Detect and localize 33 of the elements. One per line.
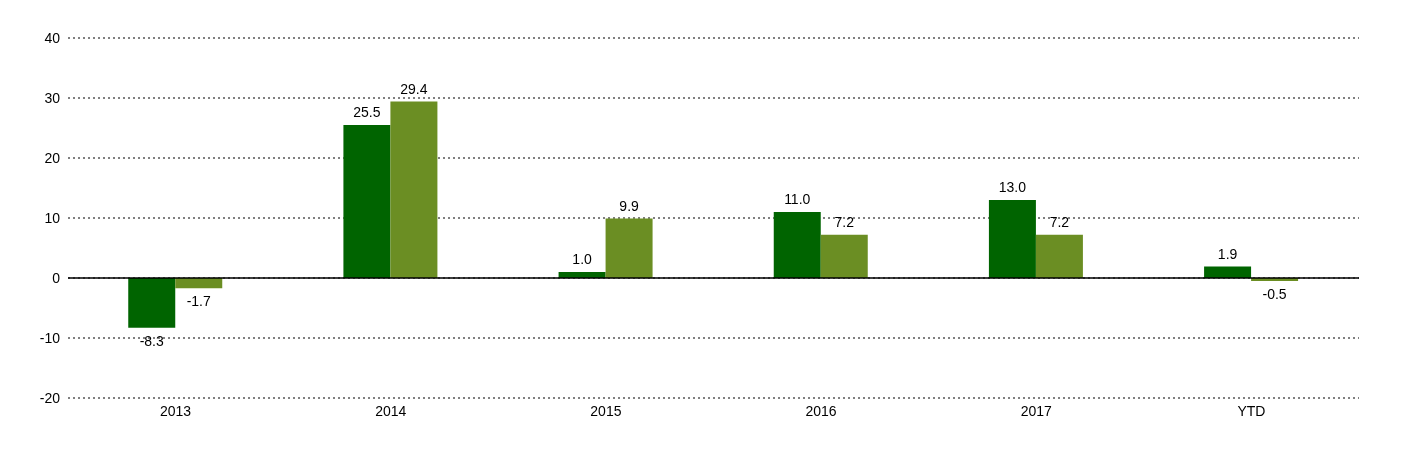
y-tick-label: 20 xyxy=(44,149,61,166)
x-tick-label: YTD xyxy=(1237,402,1266,419)
bar xyxy=(128,278,176,328)
data-label: 29.4 xyxy=(400,80,428,97)
data-label: 1.9 xyxy=(1217,245,1238,262)
y-tick-label: -10 xyxy=(39,329,61,346)
x-tick-label: 2013 xyxy=(160,402,192,419)
data-label: -0.5 xyxy=(1262,286,1287,302)
x-tick-label: 2017 xyxy=(1020,402,1053,419)
data-label: 11.0 xyxy=(784,191,811,207)
data-label: 25.5 xyxy=(353,104,381,120)
y-tick-label: 0 xyxy=(52,269,61,286)
data-label: 9.9 xyxy=(619,197,640,214)
x-tick-label: 2015 xyxy=(590,402,622,419)
x-tick-label: 2016 xyxy=(805,402,837,419)
y-tick-label: 30 xyxy=(44,89,61,106)
data-label: -8.3 xyxy=(139,332,165,349)
bar xyxy=(390,101,438,278)
bar xyxy=(343,125,391,278)
data-label: 13.0 xyxy=(998,179,1027,195)
bar xyxy=(773,212,821,278)
bar xyxy=(820,234,868,278)
data-label: -1.7 xyxy=(186,293,212,310)
data-label: 1.0 xyxy=(572,251,593,267)
bar xyxy=(988,200,1036,278)
y-tick-label: 40 xyxy=(44,29,61,46)
data-label: 7.2 xyxy=(834,213,855,230)
bar xyxy=(605,218,653,278)
y-tick-label: -20 xyxy=(39,389,61,406)
bar xyxy=(1035,234,1083,278)
data-label: 7.2 xyxy=(1049,213,1070,230)
y-tick-label: 10 xyxy=(44,209,61,226)
x-tick-label: 2014 xyxy=(375,402,407,419)
